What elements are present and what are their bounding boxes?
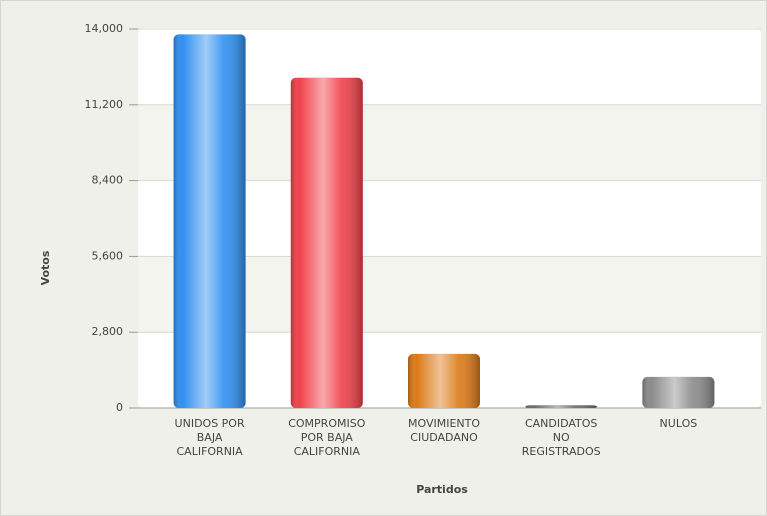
y-tick-label: 8,400 <box>92 174 124 187</box>
x-tick-label: CANDIDATOS NO REGISTRADOS <box>521 417 601 458</box>
x-tick-label: MOVIMIENTO CIUDADANO <box>407 417 480 444</box>
y-tick-label: 11,200 <box>85 98 124 111</box>
x-tick-label: UNIDOS POR BAJA CALIFORNIA <box>174 417 245 458</box>
bar-shine <box>642 376 715 408</box>
bar-shine <box>408 353 480 408</box>
x-tick-label: NULOS <box>659 417 698 430</box>
x-tick-label: COMPROMISO POR BAJA CALIFORNIA <box>288 417 366 458</box>
y-axis-label: Votos <box>39 250 52 285</box>
y-tick-label: 14,000 <box>85 22 124 35</box>
bar-shine <box>290 77 363 408</box>
bar-shine <box>525 405 598 408</box>
y-tick-label: 0 <box>116 401 123 414</box>
y-tick-label: 5,600 <box>92 249 124 262</box>
y-tick-label: 2,800 <box>92 325 124 338</box>
x-axis-label: Partidos <box>416 483 468 496</box>
bar-shine <box>173 34 246 409</box>
